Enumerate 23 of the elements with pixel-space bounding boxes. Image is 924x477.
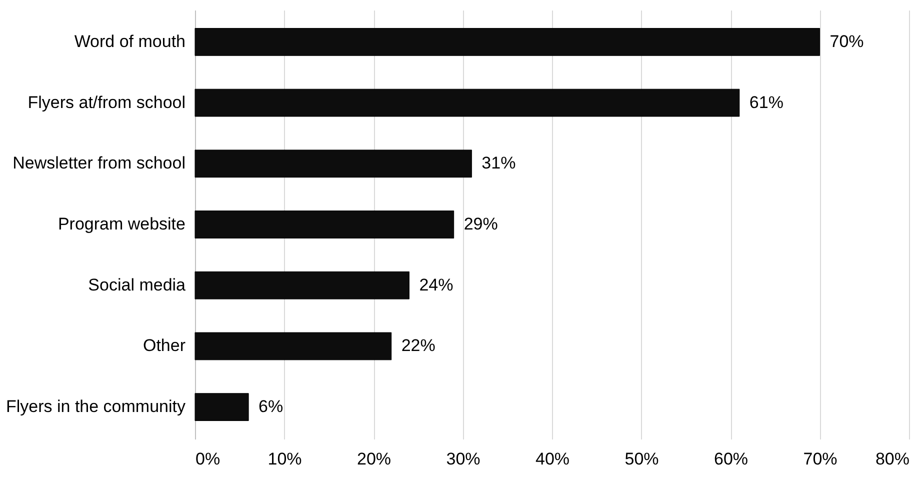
x-tick-label: 40%	[535, 450, 570, 468]
data-label: 61%	[749, 92, 784, 112]
y-tick-label: Flyers at/from school	[28, 92, 186, 112]
x-tick-label: 80%	[875, 450, 910, 468]
data-label: 22%	[401, 336, 436, 356]
y-tick-label: Newsletter from school	[12, 154, 186, 173]
x-tick-label: 10%	[268, 450, 302, 468]
y-tick-label: Program website	[58, 214, 186, 234]
y-tick-label: Word of mouth	[74, 32, 186, 51]
data-label: 6%	[258, 397, 284, 416]
data-label: 29%	[464, 214, 498, 234]
x-tick-label: 30%	[446, 450, 480, 468]
y-tick-label: Other	[142, 336, 186, 356]
y-tick-label: Flyers in the community	[6, 397, 186, 416]
x-tick-label: 20%	[356, 450, 392, 468]
x-tick-label: 60%	[714, 450, 748, 468]
y-tick-label: Social media	[88, 275, 186, 294]
data-label: 70%	[830, 32, 864, 51]
x-tick-label: 0%	[196, 450, 220, 468]
data-label: 24%	[419, 275, 454, 294]
x-tick-label: 50%	[624, 450, 659, 468]
data-label: 31%	[482, 154, 516, 173]
x-tick-label: 70%	[803, 450, 838, 468]
